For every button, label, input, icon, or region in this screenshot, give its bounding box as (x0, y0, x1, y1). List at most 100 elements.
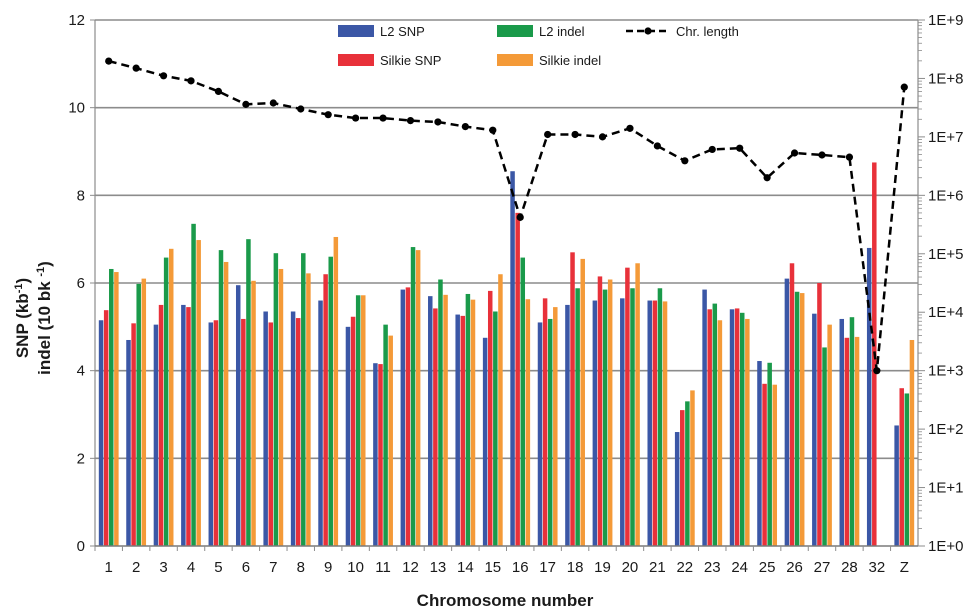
bar-l2-snp-3 (153, 324, 159, 546)
bar-silkie-snp-23 (707, 309, 712, 546)
legend-swatch-silkie-snp (338, 54, 374, 66)
bar-silkie-indel-24 (745, 318, 750, 546)
bar-silkie-snp-2 (131, 323, 136, 546)
chr-length-point-17 (544, 130, 552, 139)
bar-l2-indel-5 (218, 250, 224, 546)
bar-l2-snp-15 (482, 337, 488, 546)
bar-silkie-snp-14 (460, 315, 466, 546)
bar-silkie-indel-16 (525, 299, 531, 546)
bar-l2-snp-21 (647, 300, 652, 546)
bar-l2-indel-18 (575, 288, 580, 546)
x-tick-17: 17 (539, 559, 556, 576)
bar-l2-snp-11 (373, 363, 378, 546)
bar-l2-indel-21 (657, 288, 663, 546)
bar-silkie-indel-19 (607, 279, 613, 546)
bar-silkie-indel-6 (251, 280, 256, 546)
x-tick-25: 25 (759, 559, 776, 576)
chr-length-point-22 (681, 157, 689, 165)
chr-length-point-8 (297, 105, 305, 113)
chr-length-point-1 (105, 57, 113, 65)
bar-silkie-snp-18 (570, 252, 575, 547)
bar-silkie-indel-15 (498, 274, 503, 546)
bar-silkie-indel-25 (772, 384, 778, 546)
bar-l2-indel-27 (822, 347, 827, 546)
bar-silkie-indel-1 (114, 272, 119, 546)
chr-length-point-15 (489, 126, 497, 134)
bar-silkie-indel-23 (717, 320, 723, 546)
bar-silkie-snp-15 (487, 290, 493, 546)
bar-l2-snp-6 (235, 285, 241, 546)
bar-l2-snp-27 (812, 313, 817, 546)
bar-silkie-snp-28 (844, 337, 850, 546)
bar-l2-indel-25 (767, 362, 772, 546)
bar-silkie-snp-13 (433, 308, 438, 546)
bar-l2-indel-19 (602, 289, 608, 546)
x-tick-28: 28 (841, 559, 858, 576)
bars-group (98, 162, 915, 547)
chr-length-point-27 (818, 151, 826, 159)
bar-silkie-snp-5 (213, 320, 219, 546)
bar-silkie-snp-19 (597, 276, 603, 546)
chr-length-point-12 (406, 116, 415, 125)
x-tick-21: 21 (649, 559, 666, 576)
bar-l2-indel-28 (849, 317, 855, 546)
bar-l2-indel-26 (794, 291, 800, 546)
bar-silkie-indel-28 (854, 336, 860, 546)
bar-silkie-snp-4 (186, 307, 191, 546)
x-tick-9: 9 (324, 559, 332, 576)
y-tick-right-4: 1E+4 (928, 304, 963, 321)
bar-silkie-indel-7 (278, 268, 284, 546)
bar-l2-snp-12 (400, 289, 406, 546)
x-tick-5: 5 (214, 559, 222, 576)
bar-l2-snp-25 (757, 361, 762, 546)
chr-length-point-21 (653, 142, 661, 150)
x-tick-6: 6 (242, 559, 250, 576)
bar-l2-snp-17 (537, 322, 543, 546)
legend-label-silkie-indel: Silkie indel (539, 53, 601, 68)
x-tick-32: 32 (869, 559, 886, 576)
chr-length-point-2 (132, 64, 140, 72)
bar-silkie-indel-11 (388, 335, 393, 546)
x-tick-10: 10 (347, 559, 364, 576)
bar-silkie-indel-21 (662, 301, 668, 546)
x-tick-3: 3 (159, 559, 167, 576)
bar-silkie-snp-21 (652, 300, 658, 546)
bar-silkie-snp-22 (680, 410, 685, 546)
bar-l2-snp-24 (729, 309, 735, 546)
bar-l2-indel-16 (520, 257, 526, 546)
y-axis-title-snp-close: ) (13, 278, 32, 284)
bar-l2-snp-4 (181, 304, 186, 546)
chr-length-point-3 (159, 72, 168, 80)
y-tick-right-0: 1E+0 (928, 538, 963, 555)
bar-silkie-snp-6 (241, 318, 246, 546)
legend-swatch-l2-indel (497, 25, 533, 37)
x-tick-22: 22 (676, 559, 693, 576)
x-axis-title: Chromosome number (417, 591, 594, 610)
legend: L2 SNP L2 indel Chr. length Silkie SNP Silki… (338, 24, 739, 68)
chr-length-point-19 (598, 133, 607, 141)
bar-silkie-snp-24 (734, 308, 740, 546)
y-tick-right-6: 1E+6 (928, 187, 963, 204)
bar-l2-indel-4 (191, 223, 196, 546)
bar-l2-indel-14 (465, 293, 471, 546)
svg-text:SNP (kb-1): SNP (kb-1) (13, 278, 32, 358)
bar-l2-indel-7 (273, 253, 279, 546)
bar-l2-snp-18 (565, 304, 570, 546)
y-tick-left-4: 4 (77, 363, 85, 380)
bar-silkie-indel-26 (799, 293, 805, 546)
y-tick-right-8: 1E+8 (928, 70, 963, 87)
bar-silkie-indel-4 (196, 240, 201, 546)
y-tick-left-10: 10 (68, 100, 85, 117)
x-tick-13: 13 (430, 559, 447, 576)
y-axis-title-snp-sup: -1 (13, 284, 25, 294)
bar-silkie-snp-16 (515, 212, 520, 546)
x-tick-15: 15 (484, 559, 501, 576)
bar-silkie-indel-9 (333, 236, 339, 546)
bar-l2-snp-28 (839, 318, 845, 546)
bar-silkie-indel-27 (827, 324, 832, 546)
bar-silkie-indel-2 (141, 278, 147, 546)
bar-l2-indel-23 (712, 303, 718, 546)
chr-length-point-9 (324, 111, 332, 119)
chr-length-point-20 (626, 124, 634, 132)
bar-silkie-snp-1 (103, 310, 109, 546)
